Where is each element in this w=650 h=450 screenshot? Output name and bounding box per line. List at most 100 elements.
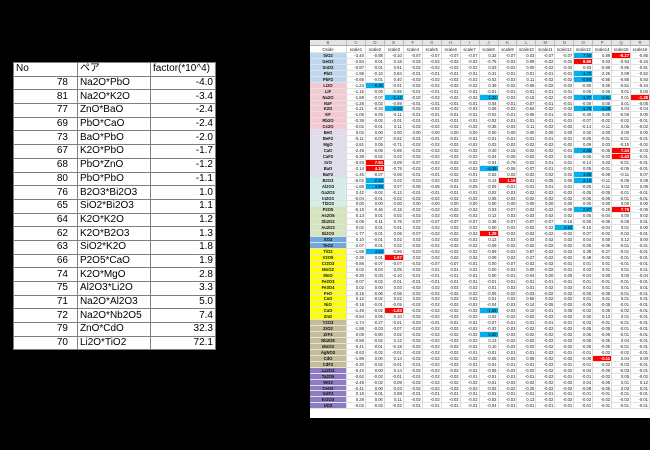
sheet-value-cell[interactable]: 0.02: [536, 171, 556, 178]
sheet-value-cell[interactable]: 0.27: [517, 254, 537, 261]
oxide-name-cell[interactable]: NiO: [310, 302, 347, 309]
sheet-value-cell[interactable]: -0.03: [403, 320, 423, 327]
cell-factor[interactable]: 1.1: [150, 198, 216, 214]
sheet-value-cell[interactable]: -0.02: [536, 148, 556, 154]
sheet-value-cell[interactable]: -0.81: [612, 82, 632, 89]
sheet-value-cell[interactable]: -0.01: [498, 272, 518, 279]
sheet-value-cell[interactable]: -0.01: [498, 349, 518, 356]
sheet-value-cell[interactable]: -0.01: [365, 231, 385, 238]
sheet-value-cell[interactable]: -0.01: [555, 136, 575, 143]
sheet-value-cell[interactable]: -0.01: [403, 118, 423, 125]
sheet-value-cell[interactable]: -0.05: [612, 112, 632, 119]
sheet-value-cell[interactable]: 0.36: [479, 219, 499, 226]
sheet-value-cell[interactable]: 0.02: [384, 296, 404, 303]
column-letter[interactable]: E: [384, 40, 404, 46]
sheet-value-cell[interactable]: -0.02: [498, 142, 518, 148]
sheet-value-cell[interactable]: 0.00: [593, 272, 613, 279]
sheet-value-cell[interactable]: 0.05: [574, 332, 594, 338]
sheet-value-cell[interactable]: -0.02: [422, 142, 442, 148]
sheet-value-cell[interactable]: -2.34: [365, 177, 385, 184]
sheet-value-cell[interactable]: -0.02: [555, 231, 575, 238]
sheet-value-cell[interactable]: -1.43: [612, 153, 632, 160]
sheet-value-cell[interactable]: -0.05: [574, 343, 594, 350]
sheet-value-cell[interactable]: -0.02: [441, 314, 461, 321]
sheet-value-cell[interactable]: -0.01: [555, 391, 575, 398]
sheet-value-cell[interactable]: -0.01: [403, 373, 423, 380]
sheet-value-cell[interactable]: -0.01: [460, 171, 480, 178]
sheet-value-cell[interactable]: 0.03: [593, 159, 613, 166]
scale-column-header[interactable]: scale11: [536, 46, 556, 53]
sheet-value-cell[interactable]: 0.31: [479, 70, 499, 77]
sheet-value-cell[interactable]: -0.02: [422, 231, 442, 238]
sheet-value-cell[interactable]: 0.01: [536, 183, 556, 190]
sheet-value-cell[interactable]: -0.01: [479, 391, 499, 398]
sheet-value-cell[interactable]: -0.04: [574, 367, 594, 374]
sheet-value-cell[interactable]: -0.02: [479, 326, 499, 333]
cell-factor[interactable]: 32.3: [150, 322, 216, 337]
sheet-value-cell[interactable]: -0.02: [517, 207, 537, 214]
sheet-value-cell[interactable]: -0.02: [460, 142, 480, 148]
oxide-column-header[interactable]: Oxide: [310, 46, 347, 53]
sheet-value-cell[interactable]: -0.01: [441, 118, 461, 125]
sheet-value-cell[interactable]: -0.02: [593, 118, 613, 125]
sheet-value-cell[interactable]: -1.96: [347, 70, 366, 77]
sheet-value-cell[interactable]: -0.02: [441, 106, 461, 113]
sheet-value-cell[interactable]: 0.02: [347, 225, 366, 232]
sheet-value-cell[interactable]: -0.02: [555, 338, 575, 344]
sheet-value-cell[interactable]: -0.02: [536, 207, 556, 214]
sheet-value-cell[interactable]: -0.16: [347, 290, 366, 297]
sheet-value-cell[interactable]: -0.02: [422, 343, 442, 350]
sheet-value-cell[interactable]: -0.01: [403, 112, 423, 119]
sheet-value-cell[interactable]: -0.02: [555, 94, 575, 101]
sheet-value-cell[interactable]: -0.03: [593, 153, 613, 160]
sheet-value-cell[interactable]: 0.02: [403, 237, 423, 243]
sheet-value-cell[interactable]: -0.02: [403, 284, 423, 291]
sheet-value-cell[interactable]: 0.01: [384, 225, 404, 232]
sheet-value-cell[interactable]: 0.00: [384, 130, 404, 137]
sheet-value-cell[interactable]: 0.05: [479, 195, 499, 202]
sheet-value-cell[interactable]: -0.02: [422, 165, 442, 172]
oxide-name-cell[interactable]: BaO: [310, 165, 347, 172]
sheet-value-cell[interactable]: -0.28: [593, 207, 613, 214]
sheet-value-cell[interactable]: -0.62: [384, 136, 404, 143]
sheet-value-cell[interactable]: -0.02: [555, 302, 575, 309]
sheet-value-cell[interactable]: -0.02: [555, 76, 575, 83]
sheet-value-cell[interactable]: -0.02: [536, 58, 556, 65]
sheet-value-cell[interactable]: -0.02: [517, 379, 537, 386]
sheet-value-cell[interactable]: -0.02: [441, 64, 461, 71]
cell-factor[interactable]: -1.1: [150, 171, 216, 187]
sheet-value-cell[interactable]: -1.16: [347, 88, 366, 95]
oxide-name-cell[interactable]: Ga2O3: [310, 189, 347, 196]
sheet-value-cell[interactable]: 0.02: [536, 213, 556, 220]
scale-column-header[interactable]: scale10: [517, 46, 537, 53]
sheet-value-cell[interactable]: -0.02: [460, 159, 480, 166]
sheet-value-cell[interactable]: -0.07: [441, 219, 461, 226]
sheet-value-cell[interactable]: -0.02: [422, 195, 442, 202]
sheet-value-cell[interactable]: 0.00: [479, 260, 499, 267]
sheet-value-cell[interactable]: 0.01: [365, 58, 385, 65]
sheet-value-cell[interactable]: -0.84: [347, 314, 366, 321]
sheet-value-cell[interactable]: 0.00: [441, 201, 461, 208]
sheet-value-cell[interactable]: 0.02: [403, 225, 423, 232]
cell-pair[interactable]: Na2O*PbO: [76, 75, 152, 91]
sheet-value-cell[interactable]: 0.01: [612, 88, 632, 95]
sheet-value-cell[interactable]: 0.05: [384, 266, 404, 273]
sheet-value-cell[interactable]: 0.00: [593, 130, 613, 137]
sheet-value-cell[interactable]: 0.40: [384, 76, 404, 83]
sheet-value-cell[interactable]: -0.02: [403, 124, 423, 131]
sheet-value-cell[interactable]: 0.02: [403, 254, 423, 261]
sheet-value-cell[interactable]: 0.00: [441, 130, 461, 137]
sheet-value-cell[interactable]: -0.03: [403, 326, 423, 333]
sheet-value-cell[interactable]: 0.03: [479, 142, 499, 148]
sheet-value-cell[interactable]: -0.01: [422, 171, 442, 178]
sheet-value-cell[interactable]: -0.01: [517, 403, 537, 410]
sheet-value-cell[interactable]: -0.01: [498, 70, 518, 77]
sheet-value-cell[interactable]: -0.05: [574, 183, 594, 190]
sheet-value-cell[interactable]: -0.02: [422, 379, 442, 386]
sheet-value-cell[interactable]: -0.01: [612, 278, 632, 285]
sheet-value-cell[interactable]: -0.02: [460, 82, 480, 89]
sheet-value-cell[interactable]: -0.27: [593, 248, 613, 255]
sheet-value-cell[interactable]: -0.05: [536, 177, 556, 184]
sheet-value-cell[interactable]: -0.02: [517, 231, 537, 238]
sheet-value-cell[interactable]: -0.02: [536, 290, 556, 297]
